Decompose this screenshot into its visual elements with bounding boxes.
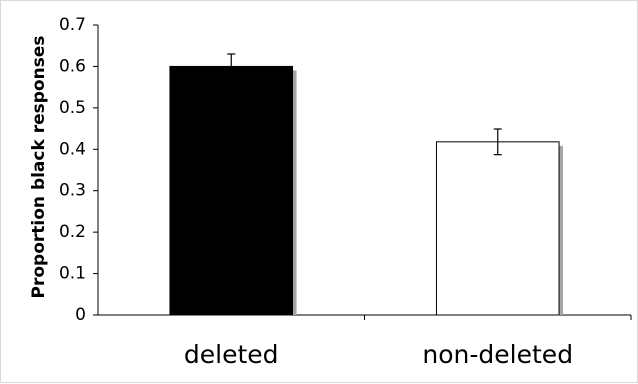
y-tick-label: 0.4 — [59, 139, 86, 159]
y-tick-label: 0.5 — [59, 98, 86, 118]
bar-non-deleted — [435, 141, 560, 316]
y-tick-label: 0.3 — [59, 181, 86, 201]
y-tick-label: 0.7 — [59, 15, 86, 35]
y-tick-label: 0.6 — [59, 56, 86, 76]
bar-deleted — [169, 65, 294, 316]
category-label: non-deleted — [422, 340, 573, 369]
y-tick-label: 0.1 — [59, 264, 86, 284]
category-label: deleted — [184, 340, 279, 369]
y-tick-label: 0.2 — [59, 222, 86, 242]
y-axis-title: Proportion black responses — [29, 36, 49, 299]
y-tick-label: 0 — [75, 305, 86, 325]
